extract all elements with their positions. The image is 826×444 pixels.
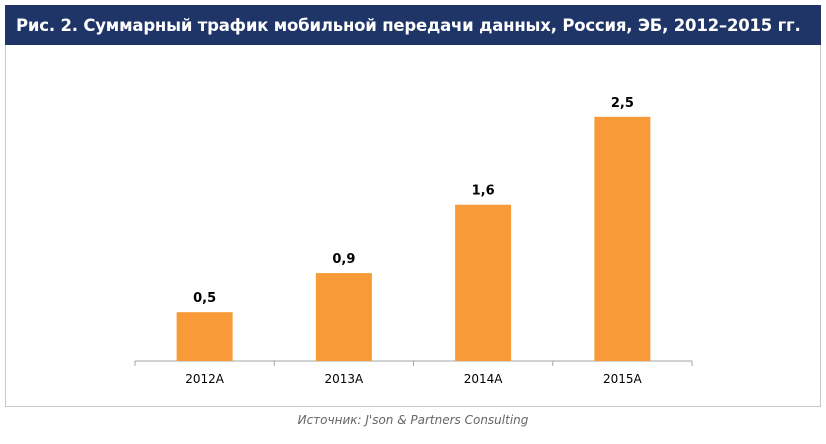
chart-title: Рис. 2. Суммарный трафик мобильной перед…: [5, 5, 821, 45]
bar-2012A: [176, 312, 233, 361]
source-note: Источник: J'son & Partners Consulting: [297, 413, 529, 427]
bar-2015A: [594, 116, 651, 361]
bar-chart: 0,5 2012A 0,9 2013A 1,6 2014A 2,5 2015A: [134, 96, 693, 386]
bar-2013A: [315, 273, 372, 361]
x-tick-label: 2013A: [325, 372, 365, 386]
bar-value-label: 0,9: [332, 252, 355, 267]
bar-2014A: [455, 204, 512, 361]
x-tick-label: 2015A: [603, 372, 643, 386]
x-tick-label: 2014A: [464, 372, 504, 386]
bar-value-label: 1,6: [472, 184, 495, 199]
bar-value-label: 0,5: [193, 291, 216, 306]
x-tick-label: 2012A: [185, 372, 225, 386]
bar-value-label: 2,5: [611, 96, 634, 111]
chart-area: 0,5 2012A 0,9 2013A 1,6 2014A 2,5 2015A: [5, 45, 821, 407]
